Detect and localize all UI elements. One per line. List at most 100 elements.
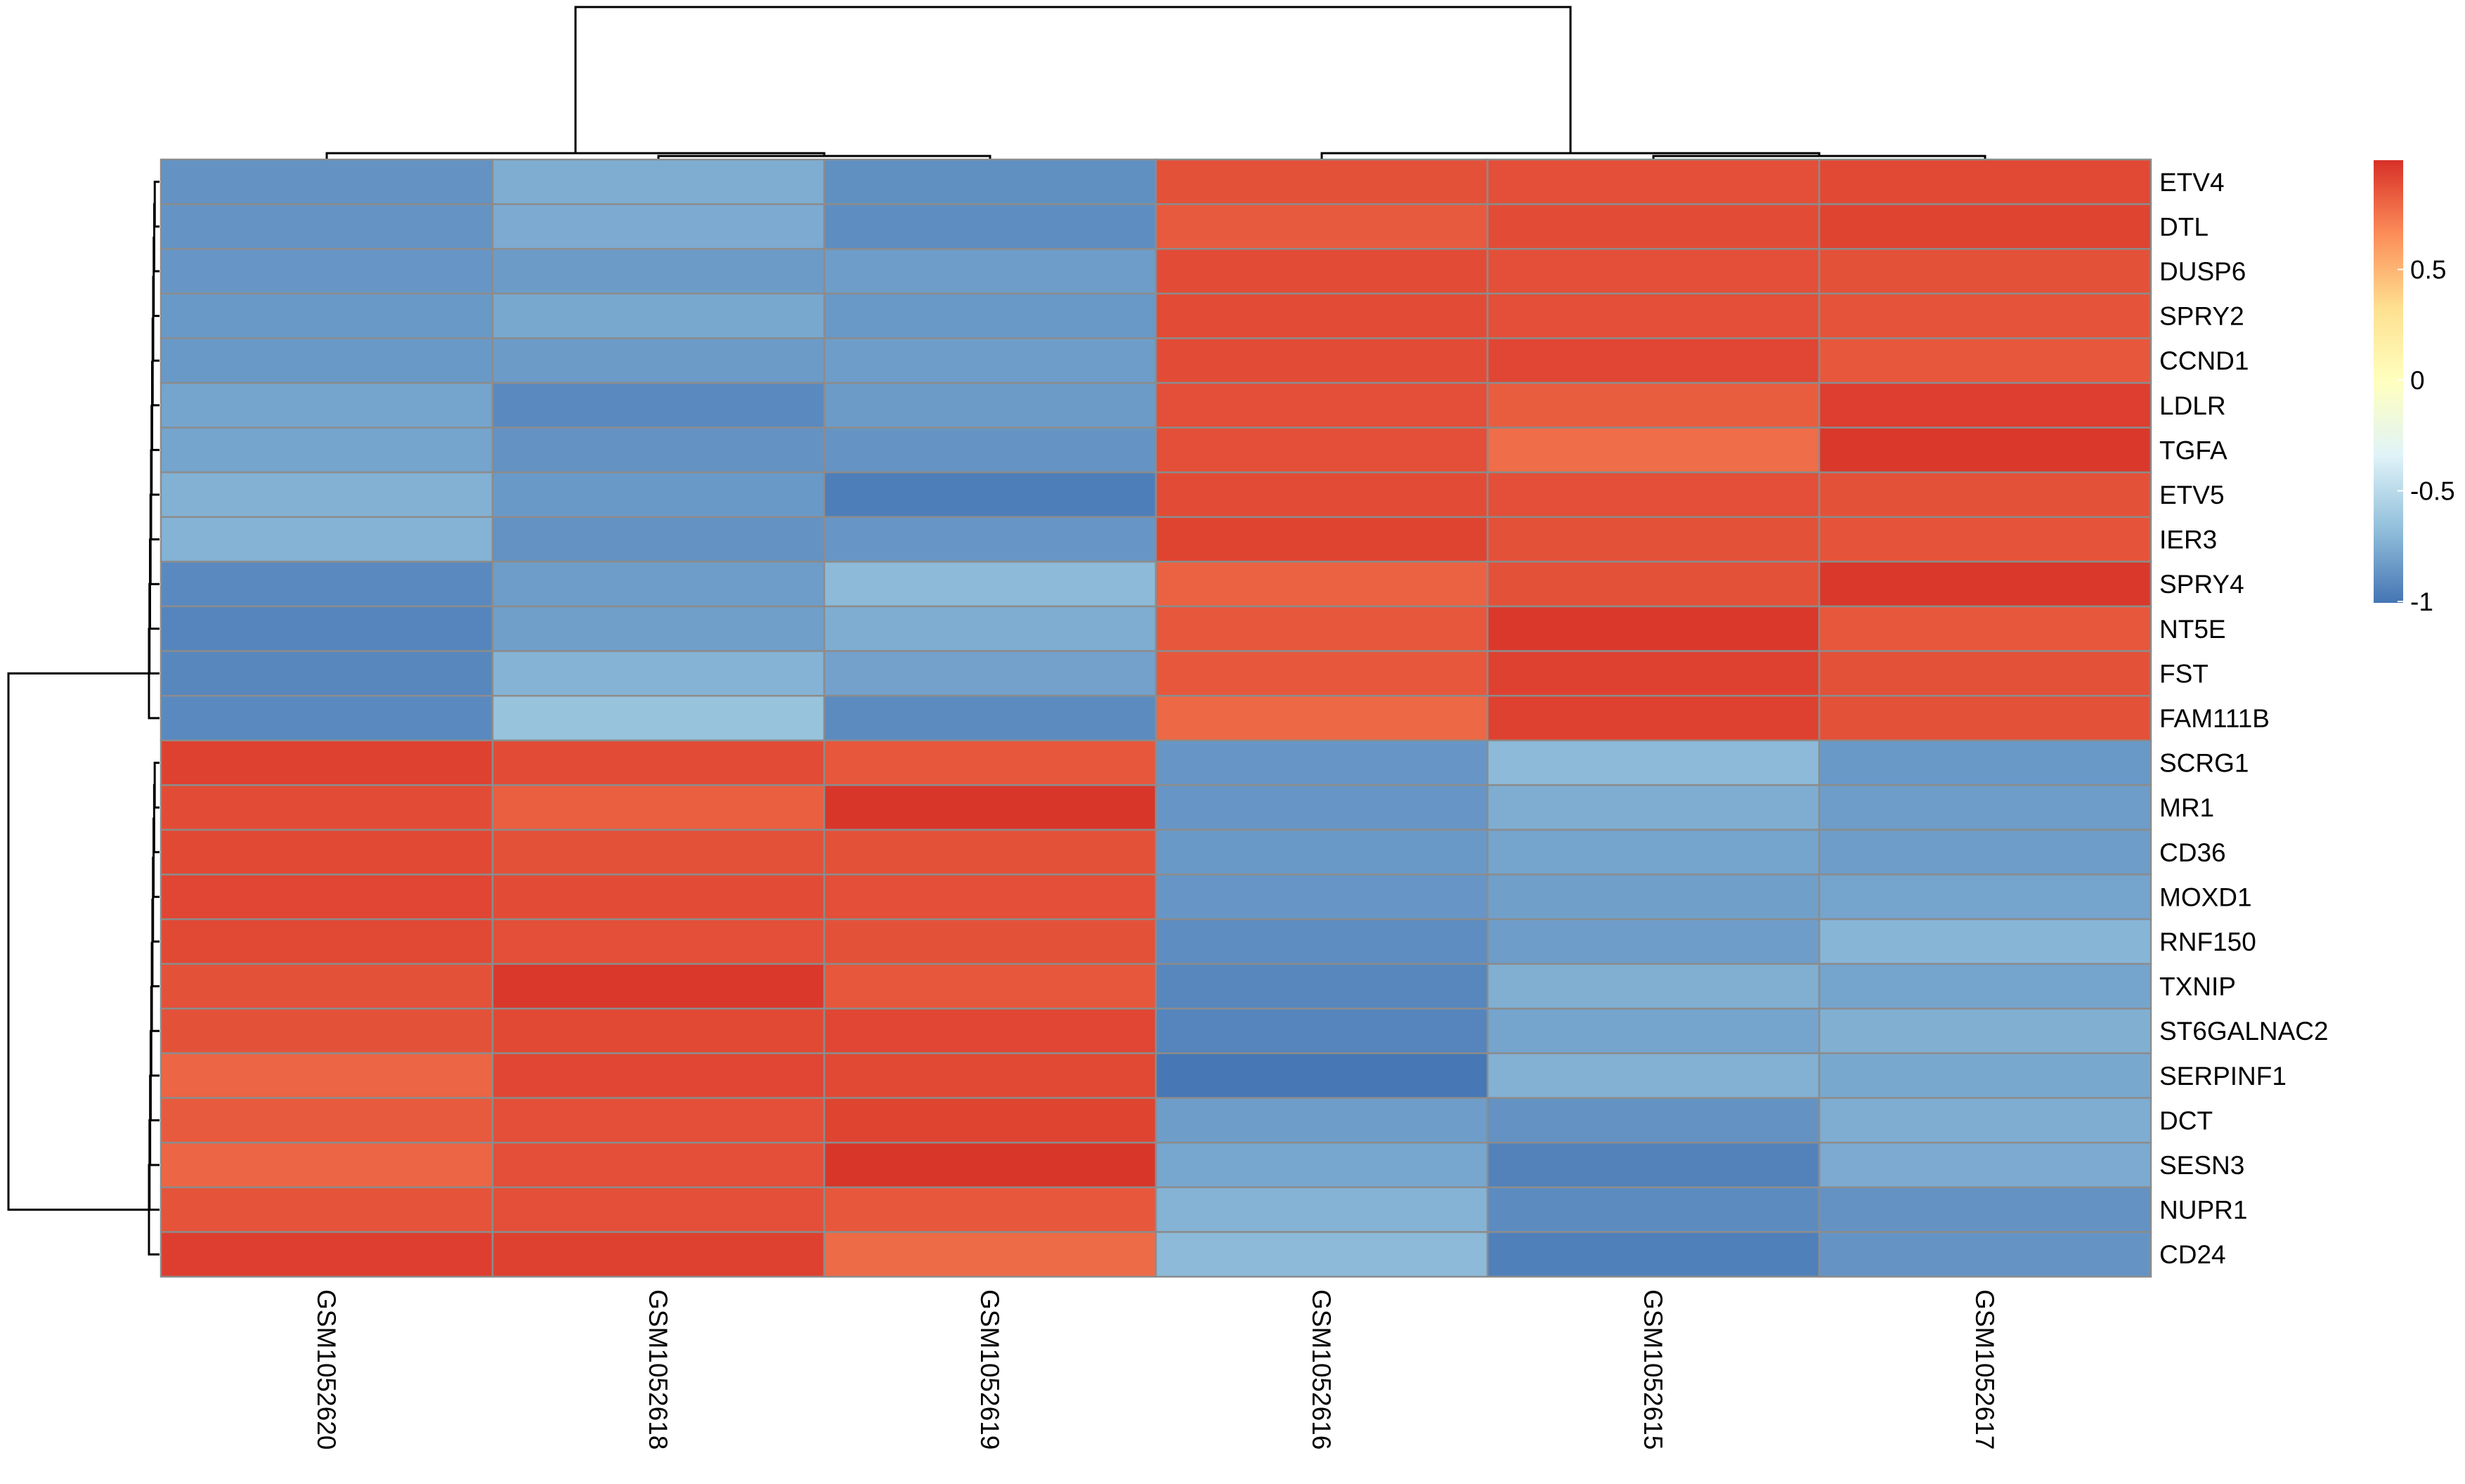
heatmap-cell-cd24-gsm1052618: [491, 1231, 826, 1278]
heatmap-cell-st6galnac2-gsm1052616: [1155, 1008, 1489, 1055]
heatmap-cell-etv4-gsm1052617: [1818, 158, 2152, 205]
heatmap-cell-ccnd1-gsm1052620: [160, 337, 494, 384]
heatmap-cell-ccnd1-gsm1052617: [1818, 337, 2152, 384]
heatmap-cell-txnip-gsm1052618: [491, 963, 826, 1010]
heatmap-cell-spry2-gsm1052619: [823, 292, 1157, 339]
row-label-dct: DCT: [2159, 1106, 2213, 1135]
heatmap-cell-txnip-gsm1052617: [1818, 963, 2152, 1010]
heatmap-cell-sesn3-gsm1052619: [823, 1141, 1157, 1189]
row-label-spry4: SPRY4: [2159, 570, 2244, 599]
heatmap-cell-sesn3-gsm1052615: [1486, 1141, 1821, 1189]
heatmap-cell-etv4-gsm1052620: [160, 158, 494, 205]
heatmap-cell-ier3-gsm1052618: [491, 516, 826, 563]
heatmap-cell-etv5-gsm1052619: [823, 471, 1157, 519]
heatmap-cell-mr1-gsm1052618: [491, 784, 826, 831]
heatmap-cell-dtl-gsm1052615: [1486, 203, 1821, 250]
heatmap-cell-dusp6-gsm1052620: [160, 247, 494, 295]
row-label-st6galnac2: ST6GALNAC2: [2159, 1017, 2329, 1046]
heatmap-cell-moxd1-gsm1052620: [160, 873, 494, 920]
heatmap-cell-sesn3-gsm1052617: [1818, 1141, 2152, 1189]
heatmap-cell-fst-gsm1052617: [1818, 650, 2152, 697]
row-label-tgfa: TGFA: [2159, 436, 2227, 464]
heatmap-cell-ccnd1-gsm1052615: [1486, 337, 1821, 384]
heatmap-cell-txnip-gsm1052619: [823, 963, 1157, 1010]
legend-tick-label: -0.5: [2410, 477, 2455, 506]
heatmap-cell-txnip-gsm1052615: [1486, 963, 1821, 1010]
heatmap-cell-dtl-gsm1052618: [491, 203, 826, 250]
heatmap-cell-st6galnac2-gsm1052618: [491, 1008, 826, 1055]
heatmap-cell-cd36-gsm1052618: [491, 828, 826, 876]
heatmap-cell-txnip-gsm1052620: [160, 963, 494, 1010]
heatmap-cell-rnf150-gsm1052615: [1486, 918, 1821, 965]
heatmap-cell-fst-gsm1052616: [1155, 650, 1489, 697]
heatmap-cell-fam111b-gsm1052617: [1818, 694, 2152, 742]
heatmap-cell-spry4-gsm1052617: [1818, 561, 2152, 608]
heatmap-cell-etv4-gsm1052615: [1486, 158, 1821, 205]
row-label-cd24: CD24: [2159, 1240, 2226, 1269]
legend-tick-label: 0.5: [2410, 256, 2446, 285]
heatmap-cell-nupr1-gsm1052617: [1818, 1186, 2152, 1233]
heatmap-cell-serpinf1-gsm1052620: [160, 1052, 494, 1099]
heatmap-cell-dusp6-gsm1052619: [823, 247, 1157, 295]
heatmap-cell-scrg1-gsm1052616: [1155, 739, 1489, 786]
heatmap-cell-etv5-gsm1052615: [1486, 471, 1821, 519]
heatmap-cell-moxd1-gsm1052618: [491, 873, 826, 920]
heatmap-cell-fam111b-gsm1052618: [491, 694, 826, 742]
color-legend: 0.5 0 -0.5 -1: [2374, 160, 2455, 616]
heatmap-cell-ccnd1-gsm1052618: [491, 337, 826, 384]
heatmap-cell-ldlr-gsm1052617: [1818, 382, 2152, 429]
heatmap-cell-etv4-gsm1052619: [823, 158, 1157, 205]
row-label-dusp6: DUSP6: [2159, 257, 2246, 286]
heatmap-cell-txnip-gsm1052616: [1155, 963, 1489, 1010]
heatmap-cell-moxd1-gsm1052617: [1818, 873, 2152, 920]
heatmap-cell-cd36-gsm1052619: [823, 828, 1157, 876]
heatmap-cell-st6galnac2-gsm1052620: [160, 1008, 494, 1055]
column-label-gsm1052620: GSM1052620: [312, 1289, 341, 1450]
heatmap-cell-ccnd1-gsm1052619: [823, 337, 1157, 384]
heatmap-cell-tgfa-gsm1052618: [491, 427, 826, 474]
heatmap-cell-etv5-gsm1052616: [1155, 471, 1489, 519]
heatmap-cell-spry4-gsm1052616: [1155, 561, 1489, 608]
heatmap-cells: [160, 158, 2152, 1278]
heatmap-cell-nupr1-gsm1052618: [491, 1186, 826, 1233]
heatmap-cell-fst-gsm1052618: [491, 650, 826, 697]
heatmap-cell-dct-gsm1052617: [1818, 1097, 2152, 1144]
heatmap-cell-nupr1-gsm1052616: [1155, 1186, 1489, 1233]
heatmap-cell-scrg1-gsm1052620: [160, 739, 494, 786]
row-label-ldlr: LDLR: [2159, 391, 2226, 420]
heatmap-cell-spry4-gsm1052620: [160, 561, 494, 608]
heatmap-cell-fam111b-gsm1052615: [1486, 694, 1821, 742]
heatmap-cell-ldlr-gsm1052620: [160, 382, 494, 429]
heatmap-cell-ldlr-gsm1052619: [823, 382, 1157, 429]
heatmap-cell-dtl-gsm1052619: [823, 203, 1157, 250]
row-label-etv5: ETV5: [2159, 481, 2225, 509]
heatmap-cell-dct-gsm1052616: [1155, 1097, 1489, 1144]
column-label-gsm1052619: GSM1052619: [975, 1289, 1004, 1450]
heatmap-cell-tgfa-gsm1052616: [1155, 427, 1489, 474]
heatmap-cell-nt5e-gsm1052618: [491, 605, 826, 652]
heatmap-cell-st6galnac2-gsm1052619: [823, 1008, 1157, 1055]
heatmap-cell-serpinf1-gsm1052615: [1486, 1052, 1821, 1099]
heatmap-cell-tgfa-gsm1052620: [160, 427, 494, 474]
heatmap-cell-nt5e-gsm1052615: [1486, 605, 1821, 652]
heatmap-cell-mr1-gsm1052620: [160, 784, 494, 831]
heatmap-cell-spry2-gsm1052616: [1155, 292, 1489, 339]
heatmap-cell-ier3-gsm1052619: [823, 516, 1157, 563]
heatmap-cell-st6galnac2-gsm1052617: [1818, 1008, 2152, 1055]
row-label-ccnd1: CCND1: [2159, 346, 2249, 375]
heatmap-cell-cd24-gsm1052619: [823, 1231, 1157, 1278]
legend-tick-label: -1: [2410, 587, 2433, 616]
heatmap-cell-fam111b-gsm1052619: [823, 694, 1157, 742]
heatmap-cell-nupr1-gsm1052620: [160, 1186, 494, 1233]
heatmap-cell-spry2-gsm1052615: [1486, 292, 1821, 339]
heatmap-cell-fst-gsm1052620: [160, 650, 494, 697]
row-label-ier3: IER3: [2159, 526, 2217, 554]
heatmap-cell-etv5-gsm1052620: [160, 471, 494, 519]
heatmap-cell-mr1-gsm1052615: [1486, 784, 1821, 831]
heatmap-cell-st6galnac2-gsm1052615: [1486, 1008, 1821, 1055]
heatmap-cell-serpinf1-gsm1052617: [1818, 1052, 2152, 1099]
heatmap-cell-rnf150-gsm1052618: [491, 918, 826, 965]
row-label-rnf150: RNF150: [2159, 928, 2256, 956]
heatmap-cell-rnf150-gsm1052617: [1818, 918, 2152, 965]
heatmap-cell-moxd1-gsm1052616: [1155, 873, 1489, 920]
